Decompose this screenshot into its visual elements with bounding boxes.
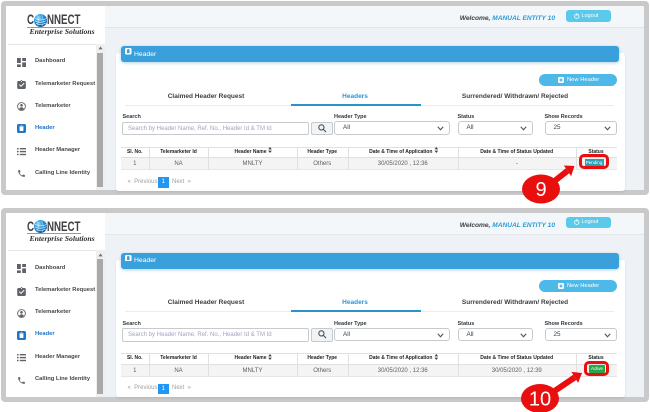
svg-text:9: 9 xyxy=(535,179,546,201)
svg-text:10: 10 xyxy=(529,389,551,411)
